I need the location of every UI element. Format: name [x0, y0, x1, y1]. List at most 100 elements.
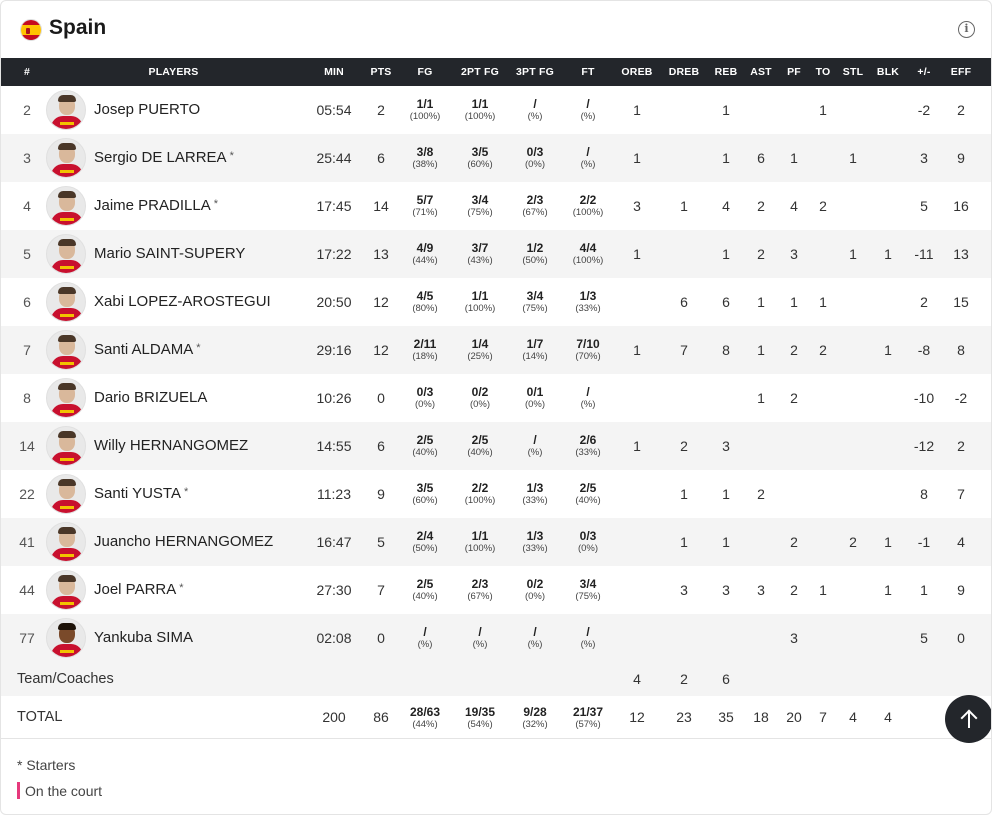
stat-oreb	[617, 278, 657, 326]
stat-fg2-made: 2/3	[471, 577, 489, 591]
player-name[interactable]: Sergio DE LARREA *	[94, 134, 234, 182]
column-header-2pt-fg[interactable]: 2PT FG	[461, 66, 499, 78]
column-header-oreb[interactable]: OREB	[621, 66, 653, 78]
column-header-blk[interactable]: BLK	[876, 66, 900, 78]
stat-pm: 3	[920, 150, 928, 166]
stat-blk: 1	[884, 582, 892, 598]
total-fg3-pct: (32%)	[522, 719, 548, 730]
info-icon[interactable]: i	[958, 21, 975, 38]
column-header-number[interactable]: #	[23, 66, 31, 78]
stat-ft-made: 0/3	[579, 529, 597, 543]
total-pf: 20	[786, 709, 802, 725]
column-header--[interactable]: +/-	[917, 66, 931, 78]
stat-eff: 9	[957, 150, 965, 166]
stat-fg3-pct: (0%)	[524, 159, 546, 170]
player-name[interactable]: Dario BRIZUELA	[94, 374, 207, 422]
player-avatar[interactable]	[46, 618, 86, 658]
player-avatar[interactable]	[46, 474, 86, 514]
stat-eff: 2	[957, 102, 965, 118]
player-name[interactable]: Mario SAINT-SUPERY	[94, 230, 245, 278]
column-header-min[interactable]: MIN	[324, 66, 344, 78]
column-header-fg[interactable]: FG	[417, 66, 433, 78]
column-header-players[interactable]: PLAYERS	[148, 66, 199, 78]
column-header-ft[interactable]: FT	[581, 66, 595, 78]
player-avatar[interactable]	[46, 138, 86, 178]
stat-blk: 1	[884, 534, 892, 550]
player-name[interactable]: Yankuba SIMA	[94, 614, 193, 662]
player-name[interactable]: Santi YUSTA *	[94, 470, 188, 518]
total-pts: 86	[373, 709, 389, 725]
player-avatar[interactable]	[46, 186, 86, 226]
stat-fg2: 1/1 (100%)	[454, 98, 506, 123]
stat-pf: 2	[790, 582, 798, 598]
player-avatar[interactable]	[46, 234, 86, 274]
player-avatar[interactable]	[46, 378, 86, 418]
stat-dreb: 3	[680, 582, 688, 598]
stat-stl: 1	[849, 246, 857, 262]
player-avatar[interactable]	[46, 282, 86, 322]
player-avatar[interactable]	[46, 330, 86, 370]
player-avatar[interactable]	[46, 426, 86, 466]
stat-stl	[838, 470, 868, 518]
player-table-body: 2 Josep PUERTO 05:54 2 1 1 1 -2 2 1/1 (100%) 1/1 (10…	[1, 86, 991, 662]
stat-fg2: 1/1 (100%)	[454, 290, 506, 315]
stat-fg2: 1/4 (25%)	[454, 338, 506, 363]
stat-pts: 14	[373, 198, 389, 214]
table-row: 2 Josep PUERTO 05:54 2 1 1 1 -2 2 1/1 (100%) 1/1 (10…	[1, 86, 991, 134]
stat-to	[811, 422, 835, 470]
column-header-pts[interactable]: PTS	[370, 66, 392, 78]
column-header-reb[interactable]: REB	[714, 66, 738, 78]
column-header-to[interactable]: TO	[815, 66, 831, 78]
jersey-number: 5	[23, 246, 31, 262]
stat-pts: 0	[377, 630, 385, 646]
jersey-number: 2	[23, 102, 31, 118]
column-header-ast[interactable]: AST	[750, 66, 772, 78]
jersey-number: 6	[23, 294, 31, 310]
stat-ft-pct: (70%)	[575, 351, 601, 362]
player-name[interactable]: Juancho HERNANGOMEZ	[94, 518, 273, 566]
player-name-text: Willy HERNANGOMEZ	[94, 437, 249, 454]
player-name[interactable]: Xabi LOPEZ-AROSTEGUI	[94, 278, 271, 326]
stat-dreb: 1	[680, 198, 688, 214]
stat-ast	[746, 422, 776, 470]
table-row: 6 Xabi LOPEZ-AROSTEGUI 20:50 12 6 6 1 1 1 2 15 4/5(…	[1, 278, 991, 326]
stat-fg-made: 5/7	[416, 193, 434, 207]
column-header-stl[interactable]: STL	[842, 66, 864, 78]
stat-fg2: 2/2 (100%)	[454, 482, 506, 507]
stat-oreb: 1	[633, 342, 641, 358]
stat-ft-pct: (33%)	[575, 447, 601, 458]
stat-pf	[782, 422, 806, 470]
stat-reb: 1	[722, 534, 730, 550]
player-avatar[interactable]	[46, 90, 86, 130]
on-court-legend: On the court	[17, 781, 102, 801]
stat-fg3-made: 0/2	[526, 577, 544, 591]
total-min: 200	[322, 709, 346, 725]
column-header-dreb[interactable]: DREB	[668, 66, 700, 78]
stat-pf: 2	[790, 390, 798, 406]
jersey-number: 4	[23, 198, 31, 214]
player-avatar[interactable]	[46, 522, 86, 562]
stat-ft-made: /	[586, 145, 590, 159]
stat-reb: 1	[722, 102, 730, 118]
player-name[interactable]: Joel PARRA *	[94, 566, 184, 614]
total-ast: 18	[753, 709, 769, 725]
column-header-3pt-fg[interactable]: 3PT FG	[516, 66, 554, 78]
total-row: TOTAL 200 86 12 23 35 18 20 7 4 4 28/63 (44%) 19/35(…	[1, 696, 991, 739]
player-name[interactable]: Josep PUERTO	[94, 86, 200, 134]
total-fg3-made: 9/28	[523, 705, 547, 719]
stat-stl	[838, 278, 868, 326]
stat-to	[811, 470, 835, 518]
scroll-to-top-button[interactable]	[945, 695, 991, 743]
stat-pts: 2	[377, 102, 385, 118]
stat-blk	[873, 614, 903, 662]
column-header-pf[interactable]: PF	[787, 66, 801, 78]
stat-fg3: 1/3 (33%)	[509, 530, 561, 555]
column-header-eff[interactable]: EFF	[950, 66, 972, 78]
player-avatar[interactable]	[46, 570, 86, 610]
player-name[interactable]: Santi ALDAMA *	[94, 326, 201, 374]
stat-fg-made: 2/4	[416, 529, 434, 543]
stat-reb: 1	[722, 150, 730, 166]
player-name[interactable]: Jaime PRADILLA *	[94, 182, 218, 230]
player-name[interactable]: Willy HERNANGOMEZ	[94, 422, 248, 470]
stat-fg3-made: 1/7	[526, 337, 544, 351]
